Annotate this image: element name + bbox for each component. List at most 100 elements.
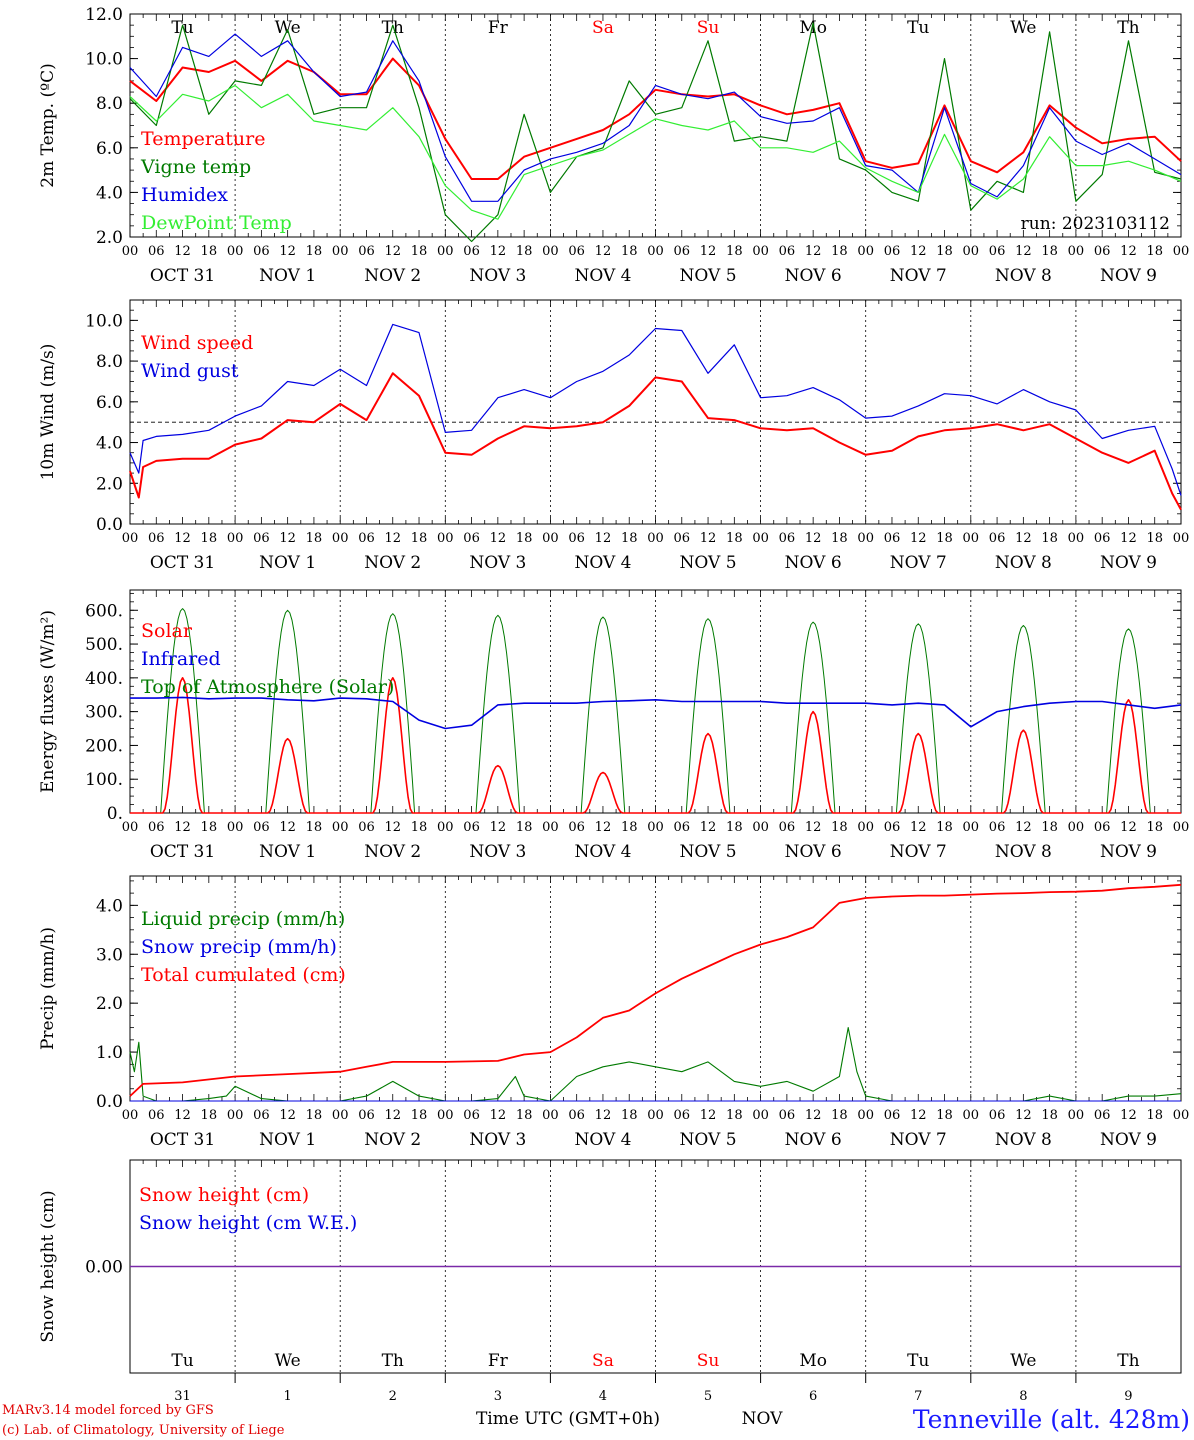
hour-tick-label: 18 [306,531,323,546]
day-number: 2 [389,1389,397,1404]
hour-tick-label: 18 [726,531,743,546]
hour-tick-label: 06 [253,244,270,259]
hour-tick-label: 18 [936,244,953,259]
weekday-label: Tu [171,1351,193,1371]
weekday-label: Th [382,18,404,38]
hour-tick-label: 06 [779,820,796,835]
hour-tick-label: 18 [306,244,323,259]
hour-tick-label: 06 [463,1108,480,1123]
hour-tick-label: 12 [384,1108,401,1123]
hour-tick-label: 12 [1120,244,1137,259]
date-label: OCT 31 [150,1130,215,1150]
hour-tick-label: 12 [595,531,612,546]
weekday-label: Th [382,1351,404,1371]
hour-tick-label: 18 [726,820,743,835]
hour-tick-label: 00 [1068,1108,1085,1123]
hour-tick-label: 00 [857,531,874,546]
hour-tick-label: 18 [1146,531,1163,546]
hour-tick-label: 12 [700,244,717,259]
y-tick-label: 4.0 [96,183,123,203]
y-axis-title: Energy fluxes (W/m²) [38,610,58,793]
legend-entry: Snow height (cm) [139,1184,309,1206]
series-line-infrared [130,696,1182,730]
day-number: 6 [809,1389,817,1404]
date-label: NOV 1 [259,553,316,573]
y-tick-label: 8.0 [96,352,123,372]
weekday-label: We [1010,1351,1036,1371]
hour-tick-label: 18 [726,1108,743,1123]
weekday-label: We [1010,18,1036,38]
hour-tick-label: 18 [1041,1108,1058,1123]
time-axis-label: Time UTC (GMT+0h) [476,1409,660,1429]
hour-tick-label: 12 [174,531,191,546]
hour-tick-label: 18 [1146,244,1163,259]
date-label: NOV 8 [995,842,1052,862]
date-label: NOV 4 [574,266,631,286]
date-label: NOV 6 [785,553,842,573]
hour-tick-label: 06 [674,1108,691,1123]
lab-credit: (c) Lab. of Climatology, University of L… [2,1423,285,1438]
hour-tick-label: 18 [936,820,953,835]
hour-tick-label: 00 [542,531,559,546]
hour-tick-label: 12 [910,1108,927,1123]
hour-tick-label: 00 [332,820,349,835]
hour-tick-label: 18 [831,820,848,835]
hour-tick-label: 00 [437,820,454,835]
date-label: NOV 6 [785,1130,842,1150]
date-label: NOV 6 [785,266,842,286]
y-tick-label: 2.0 [96,228,123,248]
hour-tick-label: 00 [647,1108,664,1123]
hour-tick-label: 06 [253,1108,270,1123]
model-credit: MARv3.14 model forced by GFS [2,1403,214,1418]
weekday-label: Th [1117,18,1139,38]
y-tick-label: 4.0 [96,434,123,454]
date-label: NOV 4 [574,842,631,862]
y-axis-title: Snow height (cm) [38,1190,58,1342]
hour-tick-label: 00 [963,531,980,546]
hour-tick-label: 00 [1068,244,1085,259]
hour-tick-label: 18 [936,531,953,546]
weekday-label: Mo [799,18,827,38]
hour-tick-label: 12 [1015,1108,1032,1123]
hour-tick-label: 12 [700,820,717,835]
date-label: NOV 4 [574,1130,631,1150]
weekday-label: Sa [592,18,614,38]
hour-tick-label: 18 [1041,531,1058,546]
hour-tick-label: 18 [621,820,638,835]
hour-tick-label: 18 [831,244,848,259]
hour-tick-label: 06 [989,1108,1006,1123]
hour-tick-label: 00 [227,820,244,835]
weekday-label: Tu [907,18,929,38]
hour-tick-label: 12 [595,244,612,259]
day-number: 31 [174,1389,191,1404]
weekday-label: Sa [592,1351,614,1371]
hour-tick-label: 00 [752,820,769,835]
y-tick-label: 0.0 [96,1092,123,1112]
hour-tick-label: 00 [437,1108,454,1123]
weekday-label: Fr [488,18,509,38]
hour-tick-label: 12 [384,531,401,546]
hour-tick-label: 12 [384,244,401,259]
hour-tick-label: 00 [122,1108,139,1123]
date-label: NOV 4 [574,553,631,573]
day-number: 9 [1124,1389,1132,1404]
hour-tick-label: 12 [910,531,927,546]
hour-tick-label: 18 [621,244,638,259]
date-label: NOV 9 [1100,842,1157,862]
hour-tick-label: 06 [674,244,691,259]
legend-entry: Humidex [141,184,228,206]
date-label: NOV 8 [995,553,1052,573]
date-label: NOV 7 [890,1130,947,1150]
hour-tick-label: 12 [279,244,296,259]
hour-tick-label: 12 [805,244,822,259]
hour-tick-label: 18 [516,531,533,546]
hour-tick-label: 12 [1120,820,1137,835]
weekday-label: Tu [907,1351,929,1371]
legend-entry: Snow height (cm W.E.) [139,1212,357,1234]
day-number: 8 [1019,1389,1027,1404]
hour-tick-label: 00 [1068,820,1085,835]
legend-entry: Liquid precip (mm/h) [141,908,345,930]
legend-entry: Wind gust [141,360,239,382]
hour-tick-label: 12 [490,244,507,259]
